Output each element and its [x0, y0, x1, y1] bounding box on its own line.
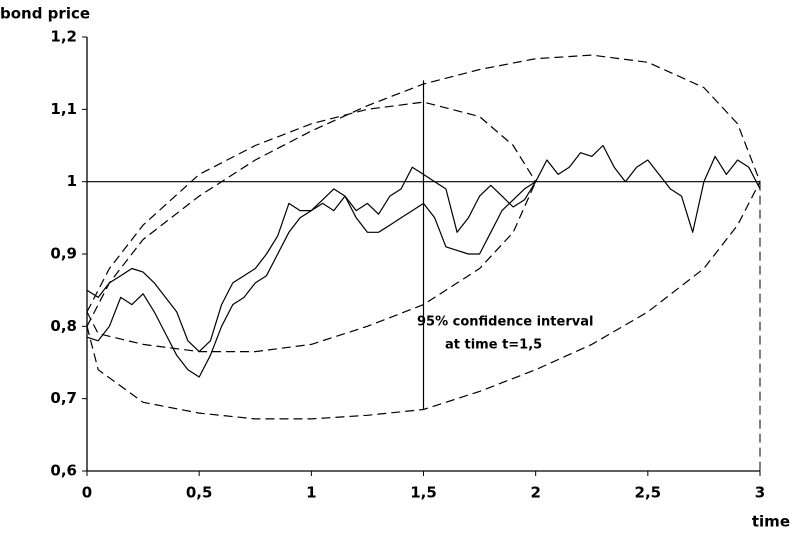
annotation: 95% confidence interval [417, 315, 593, 330]
x-axis-label: time [752, 513, 790, 531]
y-tick-label: 0,8 [50, 317, 77, 335]
x-tick-label: 0 [82, 484, 92, 502]
price-path [86, 181, 537, 378]
confidence-band [86, 54, 761, 327]
y-tick-label: 0,6 [50, 462, 77, 480]
annotation: at time t=1,5 [445, 338, 542, 353]
y-tick-label: 1 [67, 172, 77, 190]
x-tick-label: 2,5 [635, 484, 662, 502]
y-tick-label: 1,2 [50, 28, 77, 46]
y-tick-label: 1,1 [50, 100, 77, 118]
x-tick-label: 0,5 [186, 484, 213, 502]
x-tick-label: 1,5 [410, 484, 437, 502]
x-tick-label: 1 [306, 484, 316, 502]
x-tick-label: 2 [530, 484, 540, 502]
y-tick-label: 0,9 [50, 245, 77, 263]
x-tick-label: 3 [755, 484, 765, 502]
y-axis-label: bond price [0, 5, 90, 23]
confidence-band [86, 181, 761, 420]
confidence-band [86, 101, 537, 313]
confidence-band [86, 181, 537, 353]
y-tick-label: 0,7 [50, 389, 77, 407]
